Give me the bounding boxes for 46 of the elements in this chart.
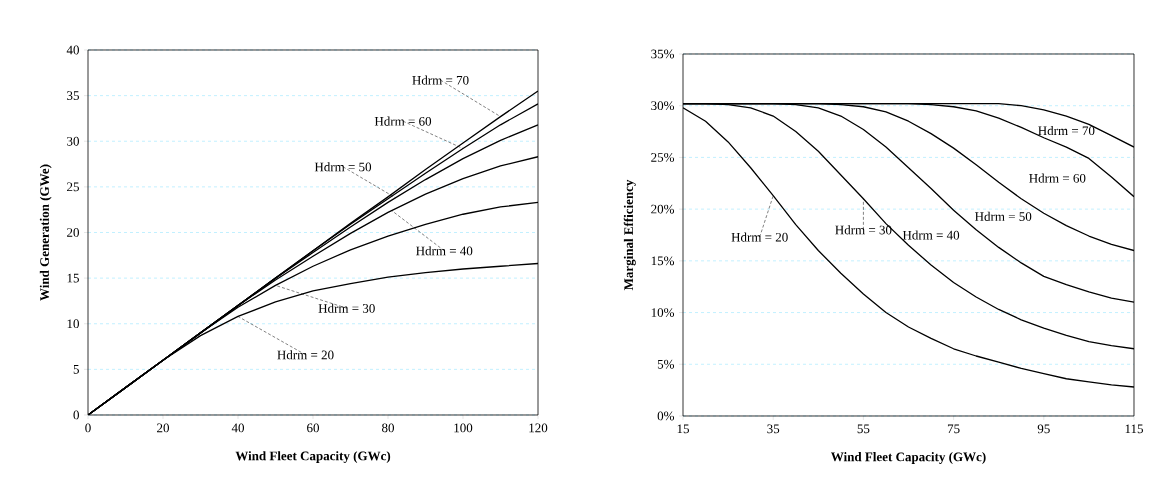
y-tick-label: 25 xyxy=(67,182,79,192)
x-tick-label: 115 xyxy=(1125,424,1143,434)
y-tick-label: 15% xyxy=(651,256,675,266)
x-axis-title: Wind Fleet Capacity (GWc) xyxy=(235,451,391,463)
y-tick-label: 35% xyxy=(651,49,675,59)
annotation: Hdrm = 50 xyxy=(975,211,1032,221)
y-tick-label: 10% xyxy=(651,308,675,317)
y-tick-label: 15 xyxy=(67,273,79,283)
x-tick-label: 95 xyxy=(1037,424,1050,434)
annotation: Hdrm = 50 xyxy=(314,162,372,172)
y-tick-label: 40 xyxy=(66,45,79,55)
y-tick-label: 0% xyxy=(657,411,675,421)
annotation: Hdrm = 60 xyxy=(374,116,432,126)
x-tick-label: 60 xyxy=(307,423,320,433)
y-tick-label: 5 xyxy=(73,365,79,374)
y-tick-label: 5% xyxy=(657,359,675,369)
y-tick-label: 30 xyxy=(67,136,79,146)
x-tick-label: 40 xyxy=(231,423,245,433)
y-tick-label: 0 xyxy=(73,410,79,420)
annotation: Hdrm = 40 xyxy=(416,246,473,256)
annotation: Hdrm = 70 xyxy=(412,75,469,85)
y-tick-label: 30% xyxy=(651,101,675,111)
x-tick-label: 35 xyxy=(767,424,780,434)
x-tick-label: 15 xyxy=(677,424,689,434)
x-tick-label: 100 xyxy=(454,423,473,433)
y-axis-title: Marginal Efficiency xyxy=(623,179,636,291)
y-tick-label: 10 xyxy=(67,319,79,329)
annotation: Hdrm = 20 xyxy=(731,232,788,242)
x-tick-label: 120 xyxy=(529,423,548,433)
x-tick-label: 55 xyxy=(857,424,870,434)
x-tick-label: 80 xyxy=(382,423,395,433)
y-tick-label: 35 xyxy=(67,91,79,100)
y-tick-label: 20 xyxy=(67,228,79,237)
annotation: Hdrm = 30 xyxy=(835,225,892,235)
x-axis-title: Wind Fleet Capacity (GWc) xyxy=(831,452,986,464)
x-tick-label: 75 xyxy=(947,424,960,434)
y-tick-label: 20% xyxy=(651,204,675,214)
y-tick-label: 25% xyxy=(651,153,675,162)
annotation: Hdrm = 40 xyxy=(902,230,960,240)
x-tick-label: 0 xyxy=(85,423,91,433)
y-axis-title: Wind Generation (GWe) xyxy=(39,164,52,301)
annotation: Hdrm = 20 xyxy=(277,350,334,360)
x-tick-label: 20 xyxy=(157,423,170,433)
annotation: Hdrm = 30 xyxy=(318,303,375,313)
annotation: Hdrm = 70 xyxy=(1038,125,1095,136)
annotation: Hdrm = 60 xyxy=(1029,173,1086,183)
